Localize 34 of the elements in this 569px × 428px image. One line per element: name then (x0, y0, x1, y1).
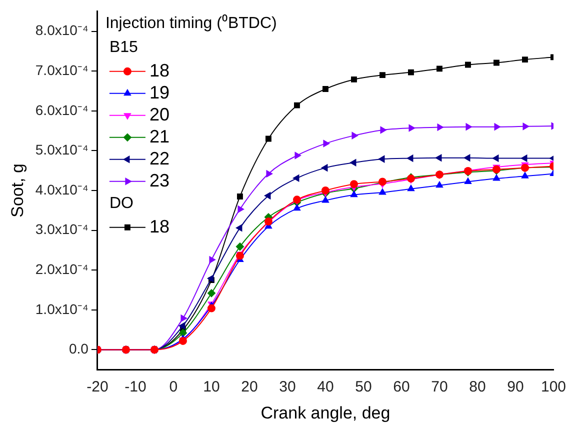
legend-label: 18 (149, 60, 170, 80)
x-tick-label: 20 (241, 378, 258, 396)
annotation: B15 (109, 38, 138, 56)
legend-label: 22 (149, 148, 170, 168)
y-tick-label: 1.0x10⁻⁴ (35, 300, 88, 317)
x-tick-label: 0 (169, 378, 178, 396)
y-tick-label: 7.0x10⁻⁴ (35, 62, 88, 78)
x-tick-label: 10 (203, 378, 220, 396)
y-tick-label: 2.0x10⁻⁴ (35, 260, 88, 277)
x-tick-label: 100 (540, 378, 566, 396)
x-tick-label: -20 (86, 378, 108, 396)
x-tick-label: 30 (279, 378, 296, 396)
annotation: DO (109, 194, 134, 212)
legend-label: 19 (149, 82, 170, 102)
x-tick-label: 70 (431, 378, 448, 396)
legend-label: 18 (149, 216, 170, 236)
legend-label: 20 (149, 104, 170, 124)
y-tick-label: 3.0x10⁻⁴ (35, 221, 88, 238)
x-tick-label: 50 (355, 378, 372, 396)
legend-label: 21 (149, 126, 170, 146)
legend-label: 23 (149, 170, 170, 190)
x-tick-label: 80 (469, 378, 486, 396)
x-tick-label: 40 (317, 378, 334, 396)
x-tick-label: 90 (507, 378, 524, 396)
x-tick-label: -10 (124, 378, 146, 396)
y-tick-label: 0.0 (68, 340, 89, 357)
y-tick-label: 5.0x10⁻⁴ (35, 142, 88, 158)
y-tick-label: 6.0x10⁻⁴ (35, 102, 88, 118)
y-axis-title: Soot, g (8, 164, 27, 218)
x-tick-label: 60 (393, 378, 410, 396)
legend-title: Injection timing (⁰BTDC) (105, 14, 277, 32)
y-tick-label: 4.0x10⁻⁴ (35, 181, 88, 198)
x-axis-title: Crank angle, deg (260, 403, 390, 422)
y-tick-label: 8.0x10⁻⁴ (35, 22, 88, 38)
